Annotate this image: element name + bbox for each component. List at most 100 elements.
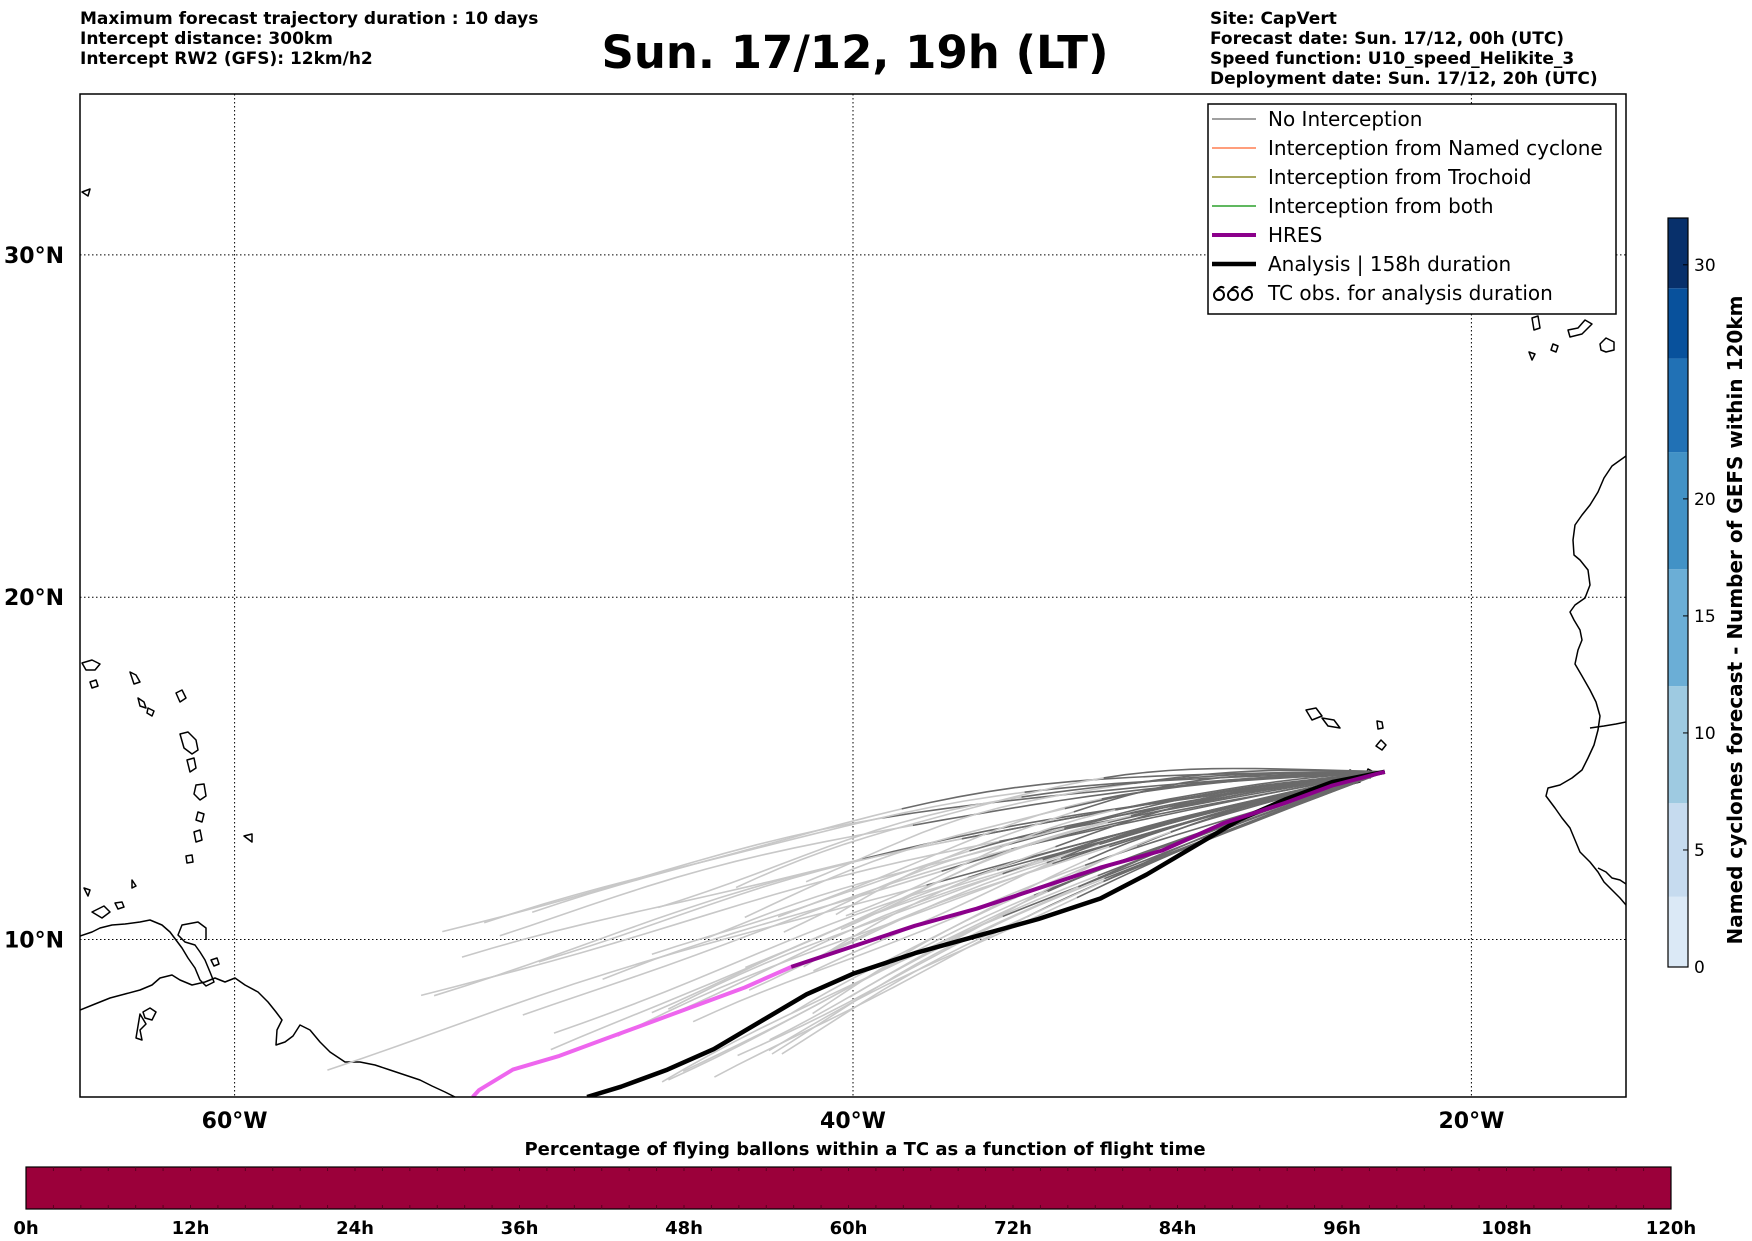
header-intercept-distance: Intercept distance: 300km [80, 29, 333, 49]
island-15 [243, 833, 253, 843]
trajectory-late [538, 838, 962, 963]
trajectory-early [1133, 769, 1385, 785]
colorbar-right-band [1668, 896, 1688, 967]
trajectory-late [661, 890, 1048, 1083]
colorbar-bottom-tick-label: 120h [1646, 1218, 1696, 1239]
header-max-duration: Maximum forecast trajectory duration : 1… [80, 9, 538, 29]
trajectory-late [805, 782, 1135, 883]
trajectory-early [1084, 771, 1386, 866]
trajectory-early [1021, 770, 1385, 798]
header-site: Site: CapVert [1210, 9, 1337, 29]
colorbar-right-band [1668, 803, 1688, 897]
island-10 [186, 757, 197, 773]
island-2 [114, 901, 125, 910]
trajectory-late [835, 811, 1075, 916]
trajectory-late [803, 845, 1056, 968]
colorbar-right-tick-label: 30 [1694, 256, 1716, 276]
header-right: Site: CapVert Forecast date: Sun. 17/12,… [1210, 9, 1598, 89]
header-deployment-date: Deployment date: Sun. 17/12, 20h (UTC) [1210, 69, 1598, 89]
colorbar-bottom-tick-label: 60h [830, 1218, 868, 1239]
canary-islands-5 [1528, 351, 1536, 361]
trajectory-late [670, 843, 1100, 1015]
trajectory-late [667, 872, 1003, 1010]
legend-label: Interception from Trochoid [1268, 165, 1532, 189]
coast-south-america [80, 974, 456, 1097]
colorbar-bottom-tick-label: 72h [994, 1218, 1032, 1239]
colorbar-right-tick-label: 15 [1694, 607, 1716, 627]
coast-guinea-bissau-islands [1597, 867, 1626, 885]
island-7 [146, 707, 155, 717]
island-1 [91, 905, 111, 919]
island-16 [131, 879, 137, 889]
legend: No Interception Interception from Named c… [1207, 103, 1617, 315]
cape-verde-santo-antao [1305, 707, 1323, 721]
trajectory-late [840, 814, 1132, 931]
colorbar-bottom: 0h 12h 24h 36h 48h 60h 72h 84h 96h 108h 120h [13, 1166, 1696, 1239]
lat-tick-label: 30°N [4, 244, 64, 269]
trajectory-late [602, 870, 942, 981]
trajectory-late [483, 791, 1025, 924]
cape-verde-boa-vista [1375, 739, 1387, 751]
header-intercept-rw2: Intercept RW2 (GFS): 12km/h2 [80, 49, 373, 69]
trajectory-late [617, 863, 1053, 1037]
lat-tick-label: 10°N [4, 929, 64, 954]
trajectory-late [781, 880, 1104, 1055]
trajectory-early [1064, 771, 1385, 810]
header-left: Maximum forecast trajectory duration : 1… [80, 9, 538, 69]
coast-tobago [210, 957, 220, 967]
trajectory-early [1103, 771, 1386, 883]
trajectory-late [499, 824, 913, 937]
colorbar-right-band [1668, 358, 1688, 453]
island-6 [137, 697, 147, 709]
colorbar-bottom-tick-label: 24h [336, 1218, 374, 1239]
colorbar-bottom-tick-label: 36h [501, 1218, 539, 1239]
trajectory-late [845, 809, 1116, 917]
coastlines [80, 188, 1626, 1097]
lon-tick-label: 20°W [1438, 1109, 1504, 1134]
trajectory-early [912, 771, 1385, 827]
island-18 [135, 1013, 147, 1041]
island-3 [81, 659, 101, 671]
colorbar-right-frame [1667, 217, 1689, 968]
trajectory-late [744, 807, 1065, 919]
header-forecast-date: Forecast date: Sun. 17/12, 00h (UTC) [1210, 29, 1564, 49]
trajectory-late [744, 821, 1108, 969]
island-8 [175, 689, 187, 703]
colorbar-right-tick-label: 10 [1694, 724, 1716, 744]
island-19 [81, 188, 91, 197]
island-11 [193, 783, 207, 801]
trajectory-late [813, 857, 1062, 972]
hres-track-late [471, 965, 793, 1097]
colorbar-bottom-bar [25, 1166, 1672, 1210]
island-13 [193, 829, 203, 843]
colorbar-right-tick-label: 0 [1694, 958, 1705, 978]
lat-tick-label: 20°N [4, 586, 64, 611]
colorbar-right-band [1668, 218, 1688, 289]
trajectory-late [657, 796, 1022, 909]
trajectory-late [849, 831, 1172, 998]
colorbar-bottom-tick-label: 0h [13, 1218, 38, 1239]
legend-label: TC obs. for analysis duration [1267, 281, 1553, 305]
trajectory-late [553, 869, 998, 1034]
colorbar-bottom-tick-label: 108h [1481, 1218, 1531, 1239]
colorbar-bottom-tick-label: 84h [1159, 1218, 1197, 1239]
canary-islands-1 [1531, 315, 1541, 331]
trajectory-late [812, 844, 1138, 1015]
colorbar-bottom-tick-label: 12h [172, 1218, 210, 1239]
island-17 [83, 887, 91, 897]
header-speed-function: Speed function: U10_speed_Helikite_3 [1210, 49, 1574, 69]
island-5 [129, 671, 141, 685]
cape-verde-sal [1376, 720, 1384, 730]
tc-symbol-icon [1213, 285, 1253, 301]
colorbar-right-tick-label: 5 [1694, 841, 1705, 861]
trajectory-late [420, 840, 1000, 997]
island-12 [195, 811, 205, 823]
colorbar-bottom-tick-label: 96h [1323, 1218, 1361, 1239]
trajectory-late [531, 808, 902, 914]
colorbar-right-tick-label: 20 [1694, 490, 1716, 510]
lon-tick-label: 60°W [202, 1109, 268, 1134]
main-tracks [471, 769, 1386, 1097]
colorbar-right: 0 5 10 15 20 30 [1667, 217, 1716, 978]
coast-west-africa [1545, 455, 1626, 906]
